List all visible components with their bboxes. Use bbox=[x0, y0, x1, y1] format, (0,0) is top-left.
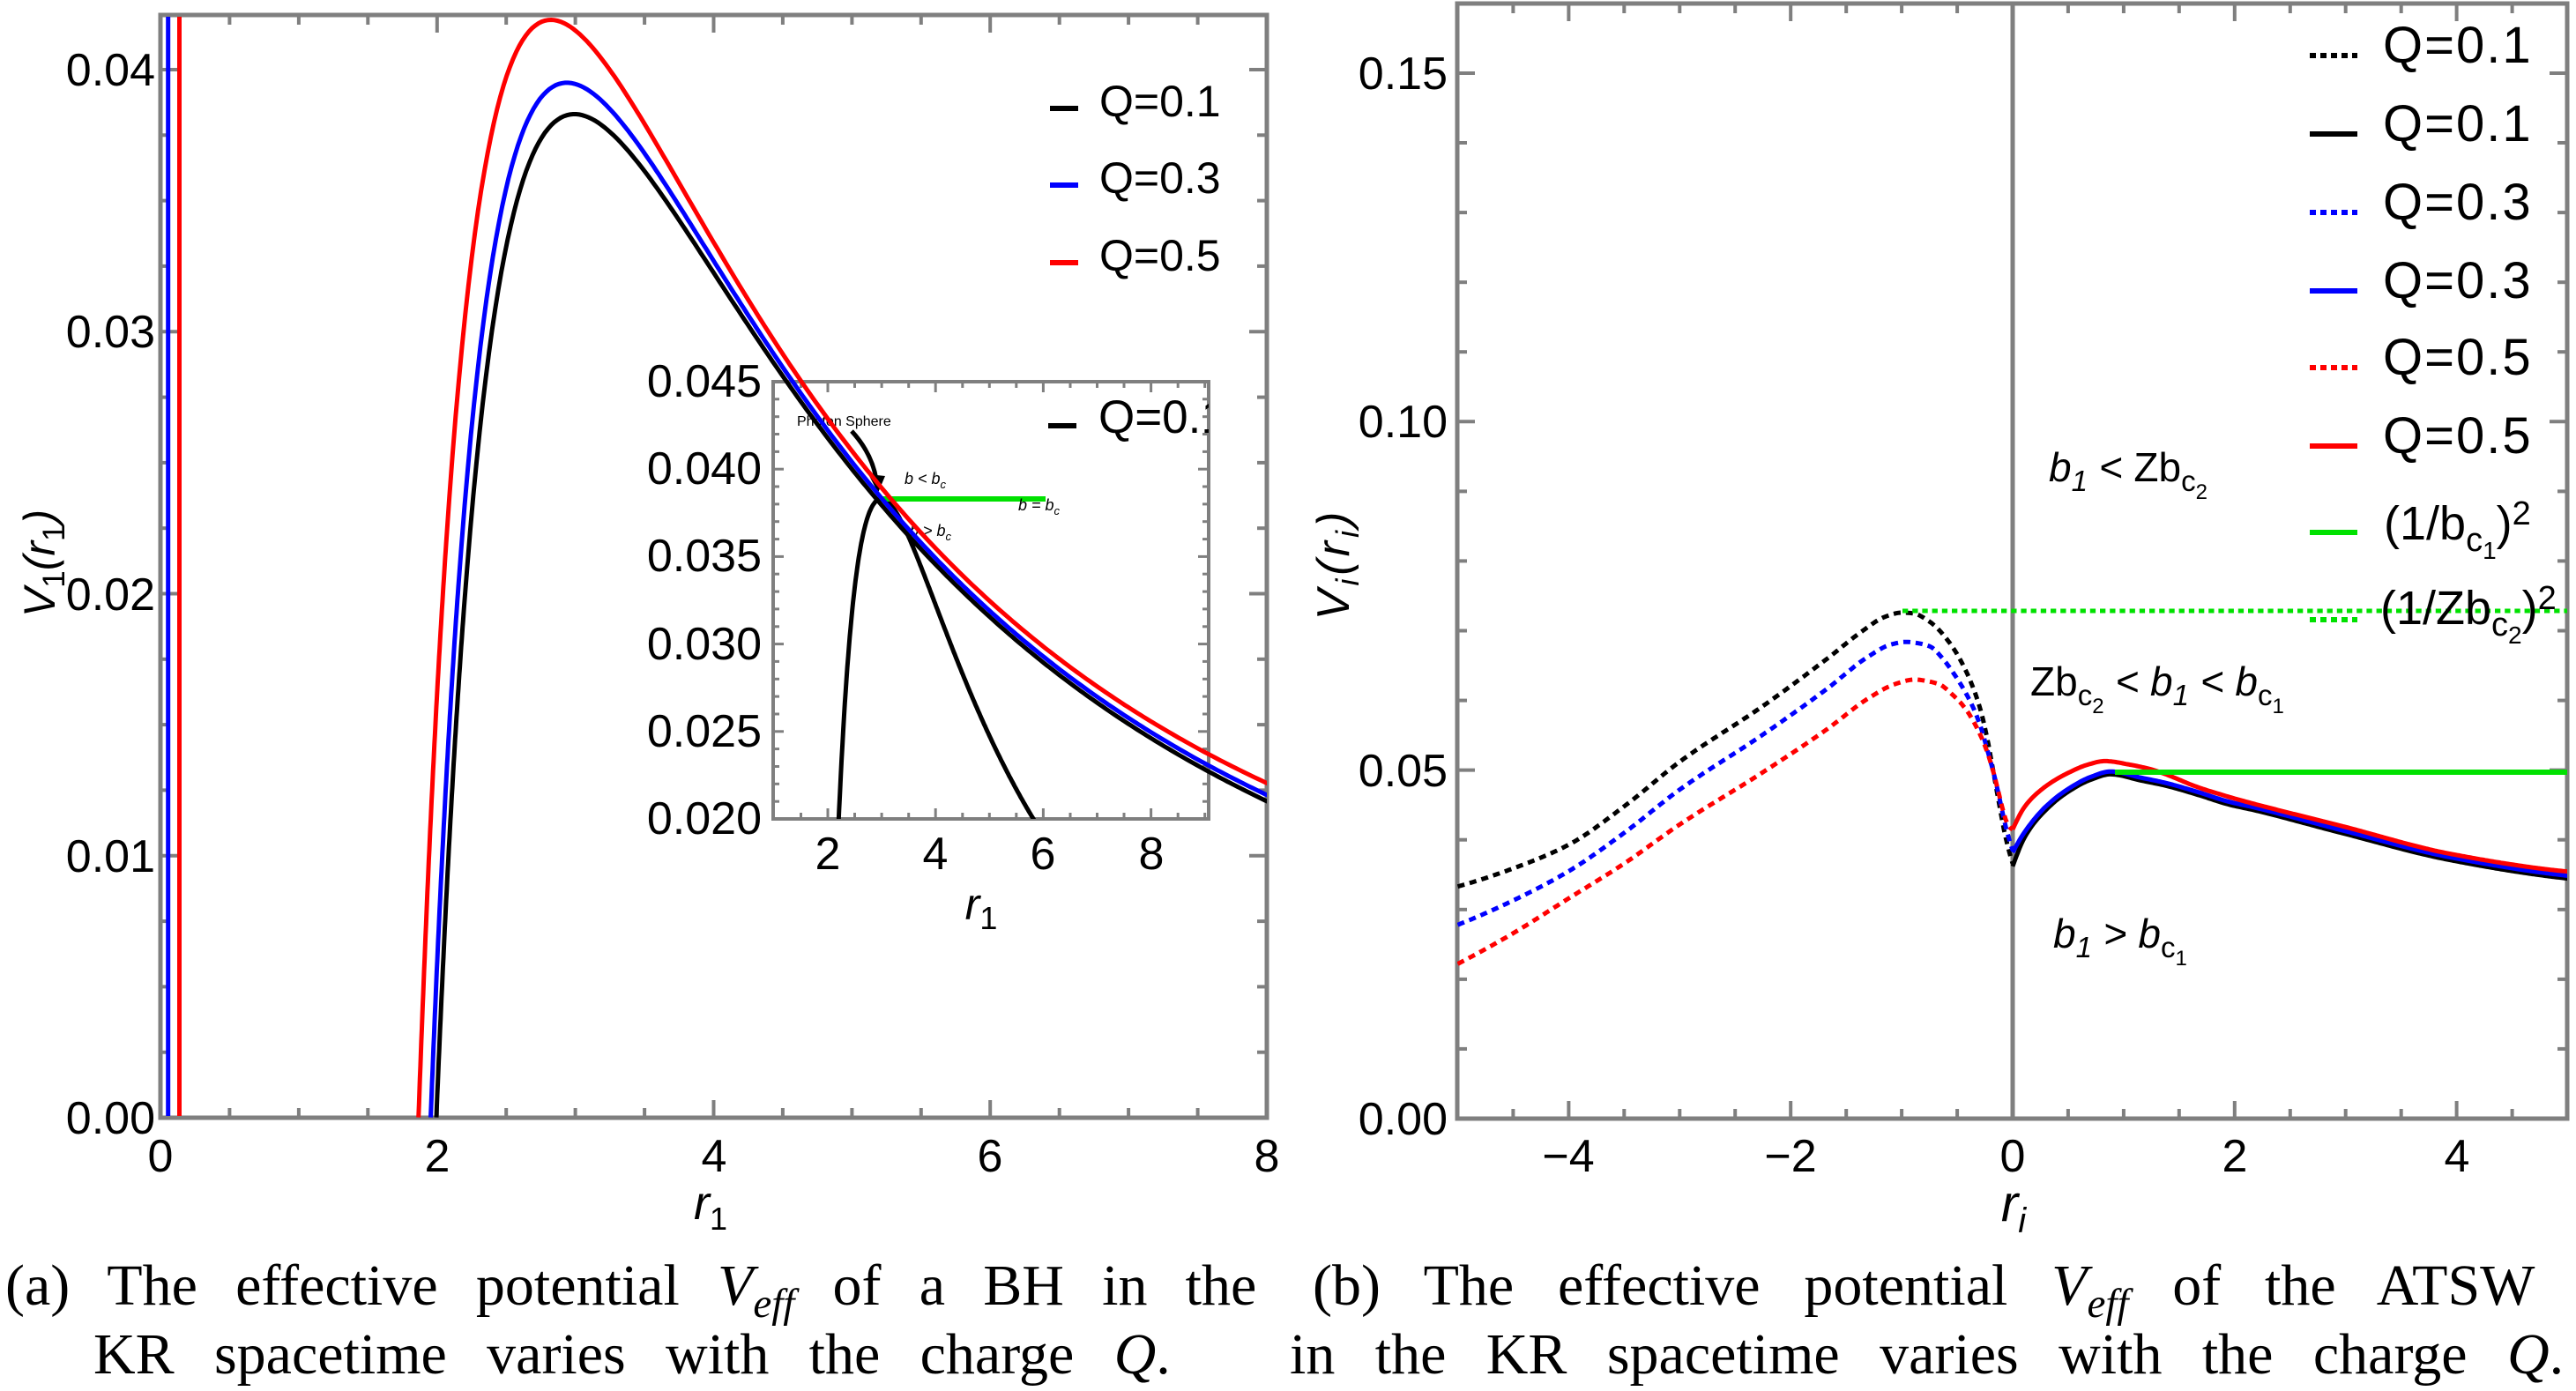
svg-text:Q=0.3: Q=0.3 bbox=[1099, 153, 1221, 203]
svg-text:0.01: 0.01 bbox=[66, 831, 155, 882]
svg-text:6: 6 bbox=[1031, 829, 1056, 880]
svg-text:Q=0.5: Q=0.5 bbox=[1099, 231, 1221, 280]
svg-text:0.035: 0.035 bbox=[647, 531, 762, 582]
svg-text:Q=0.1: Q=0.1 bbox=[1098, 391, 1227, 443]
svg-text:−4: −4 bbox=[1542, 1131, 1594, 1182]
svg-text:4: 4 bbox=[923, 829, 949, 880]
svg-text:8: 8 bbox=[1139, 829, 1165, 880]
svg-text:0.10: 0.10 bbox=[1359, 397, 1448, 448]
svg-text:Q=0.1: Q=0.1 bbox=[1099, 77, 1221, 126]
svg-text:0.02: 0.02 bbox=[66, 569, 155, 621]
svg-text:Q=0.3: Q=0.3 bbox=[2383, 252, 2533, 309]
svg-text:0.05: 0.05 bbox=[1359, 746, 1448, 797]
svg-text:0.020: 0.020 bbox=[647, 793, 762, 844]
svg-text:0.025: 0.025 bbox=[647, 706, 762, 757]
svg-text:Q=0.5: Q=0.5 bbox=[2383, 329, 2533, 386]
svg-text:(b) The effective potential Ve: (b) The effective potential Veff of the … bbox=[1313, 1253, 2535, 1327]
svg-text:(a) The effective potential Ve: (a) The effective potential Veff of a BH… bbox=[5, 1253, 1256, 1327]
svg-text:4: 4 bbox=[2445, 1131, 2470, 1182]
svg-text:Zbc2 < b1 < bc1: Zbc2 < b1 < bc1 bbox=[2030, 658, 2284, 718]
svg-text:0.03: 0.03 bbox=[66, 307, 155, 358]
svg-text:0.030: 0.030 bbox=[647, 619, 762, 670]
svg-text:2: 2 bbox=[2222, 1131, 2248, 1182]
svg-text:0.00: 0.00 bbox=[66, 1093, 155, 1144]
svg-text:4: 4 bbox=[702, 1131, 727, 1182]
svg-text:Vi(ri): Vi(ri) bbox=[1308, 509, 1366, 621]
svg-text:Q=0.5: Q=0.5 bbox=[2383, 407, 2533, 465]
svg-text:0: 0 bbox=[2000, 1131, 2026, 1182]
svg-text:Q=0.1: Q=0.1 bbox=[2383, 17, 2533, 74]
svg-text:0.15: 0.15 bbox=[1359, 48, 1448, 100]
svg-text:2: 2 bbox=[425, 1131, 450, 1182]
svg-text:Q=0.3: Q=0.3 bbox=[2383, 174, 2533, 231]
svg-text:6: 6 bbox=[978, 1131, 1003, 1182]
svg-text:0: 0 bbox=[148, 1131, 174, 1182]
svg-text:in the KR spacetime varies wit: in the KR spacetime varies with the char… bbox=[1290, 1322, 2564, 1387]
svg-text:2: 2 bbox=[815, 829, 841, 880]
svg-text:Q=0.1: Q=0.1 bbox=[2383, 95, 2533, 152]
svg-text:0.040: 0.040 bbox=[647, 443, 762, 495]
svg-text:0.00: 0.00 bbox=[1359, 1094, 1448, 1145]
svg-text:−2: −2 bbox=[1764, 1131, 1816, 1182]
svg-text:8: 8 bbox=[1254, 1131, 1280, 1182]
svg-text:KR spacetime varies with the c: KR spacetime varies with the charge Q. bbox=[93, 1322, 1171, 1387]
svg-text:0.04: 0.04 bbox=[66, 45, 155, 96]
svg-text:0.045: 0.045 bbox=[647, 356, 762, 407]
